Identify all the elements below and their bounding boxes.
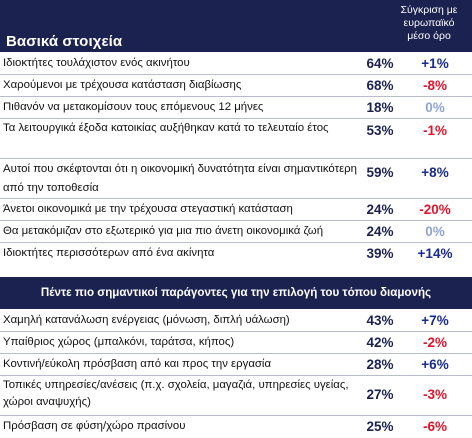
row-diff: -2% xyxy=(422,335,447,350)
row-percent: 68% xyxy=(366,78,394,93)
comparison-column-header: Σύγκριση με ευρωπαϊκό μέσο όρο xyxy=(392,4,466,43)
row-label: Ιδιοκτήτες περισσότερων από ένα ακίνητα xyxy=(3,247,215,259)
row-percent: 24% xyxy=(366,224,394,239)
row-diff: 0% xyxy=(425,100,445,115)
table-row: Άνετοι οικονομικά με την τρέχουσα στεγασ… xyxy=(0,199,472,221)
row-percent: 24% xyxy=(366,202,394,217)
table-row: Χαρούμενοι με τρέχουσα κατάσταση διαβίωσ… xyxy=(0,75,472,97)
row-diff: -20% xyxy=(419,202,451,217)
row-percent: 39% xyxy=(366,246,394,261)
row-label: Θα μετακόμιζαν στο εξωτερικό για μια πιο… xyxy=(3,225,324,237)
row-label: Πιθανόν να μετακομίσουν τους επόμενους 1… xyxy=(3,101,264,113)
row-label: Αυτοί που σκέφτονται ότι η οικονομική δυ… xyxy=(3,163,357,194)
section-band: Πέντε πιο σημαντικοί παράγοντες για την … xyxy=(0,277,472,309)
row-label: Χαρούμενοι με τρέχουσα κατάσταση διαβίωσ… xyxy=(3,79,242,91)
row-diff: +6% xyxy=(421,357,449,372)
row-label: Ιδιοκτήτες τουλάχιστον ενός ακινήτου xyxy=(3,57,190,69)
row-diff: +7% xyxy=(421,313,449,328)
row-percent: 18% xyxy=(366,100,394,115)
row-diff: 0% xyxy=(425,224,445,239)
table-header: Βασικά στοιχεία Σύγκριση με ευρωπαϊκό μέ… xyxy=(0,0,472,52)
table-row: Τοπικές υπηρεσίες/ανέσεις (π.χ. σχολεία,… xyxy=(0,376,472,416)
row-diff: -3% xyxy=(422,387,447,402)
row-label: Χαμηλή κατανάλωση ενέργειας (μόνωση, διπ… xyxy=(3,314,290,326)
table-row: Πιθανόν να μετακομίσουν τους επόμενους 1… xyxy=(0,97,472,119)
row-percent: 27% xyxy=(366,387,394,402)
row-label: Τοπικές υπηρεσίες/ανέσεις (π.χ. σχολεία,… xyxy=(3,379,349,408)
row-label: Άνετοι οικονομικά με την τρέχουσα στεγασ… xyxy=(3,203,293,215)
row-label: Τα λειτουργικά έξοδα κατοικίας αυξήθηκαν… xyxy=(3,122,329,134)
comparison-header-line: μέσο όρο xyxy=(407,30,451,42)
row-label: Υπαίθριος χώρος (μπαλκόνι, ταράτσα, κήπο… xyxy=(3,336,235,348)
row-diff: -1% xyxy=(422,123,447,138)
table-row: Χαμηλή κατανάλωση ενέργειας (μόνωση, διπ… xyxy=(0,310,472,332)
row-diff: -8% xyxy=(422,78,447,93)
table-row: Αυτοί που σκέφτονται ότι η οικονομική δυ… xyxy=(0,159,472,199)
row-diff: +1% xyxy=(421,56,449,71)
row-percent: 43% xyxy=(366,313,394,328)
row-diff: +8% xyxy=(421,165,449,180)
row-percent: 42% xyxy=(366,335,394,350)
row-percent: 25% xyxy=(366,419,394,434)
table-row: Ιδιοκτήτες τουλάχιστον ενός ακινήτου 64%… xyxy=(0,53,472,75)
row-percent: 59% xyxy=(366,165,394,180)
comparison-header-line: ευρωπαϊκό xyxy=(403,17,455,29)
section1-rows: Ιδιοκτήτες τουλάχιστον ενός ακινήτου 64%… xyxy=(0,53,472,265)
row-diff: -6% xyxy=(422,419,447,434)
row-label: Πρόσβαση σε φύση/χώρο πρασίνου xyxy=(3,420,186,432)
row-label: Κοντινή/εύκολη πρόσβαση από και προς την… xyxy=(3,358,272,370)
table-title: Βασικά στοιχεία xyxy=(6,33,123,50)
section-band-title: Πέντε πιο σημαντικοί παράγοντες για την … xyxy=(40,286,432,299)
table-row: Πρόσβαση σε φύση/χώρο πρασίνου 25% -6% xyxy=(0,416,472,438)
table-row: Ιδιοκτήτες περισσότερων από ένα ακίνητα … xyxy=(0,243,472,265)
table-row: Θα μετακόμιζαν στο εξωτερικό για μια πιο… xyxy=(0,221,472,243)
row-percent: 28% xyxy=(366,357,394,372)
row-percent: 53% xyxy=(366,123,394,138)
table-row: Τα λειτουργικά έξοδα κατοικίας αυξήθηκαν… xyxy=(0,119,472,159)
table-row: Κοντινή/εύκολη πρόσβαση από και προς την… xyxy=(0,354,472,376)
section2-rows: Χαμηλή κατανάλωση ενέργειας (μόνωση, διπ… xyxy=(0,310,472,438)
row-diff: +14% xyxy=(417,246,453,261)
table-row: Υπαίθριος χώρος (μπαλκόνι, ταράτσα, κήπο… xyxy=(0,332,472,354)
comparison-header-line: Σύγκριση με xyxy=(400,4,458,16)
row-percent: 64% xyxy=(366,56,394,71)
